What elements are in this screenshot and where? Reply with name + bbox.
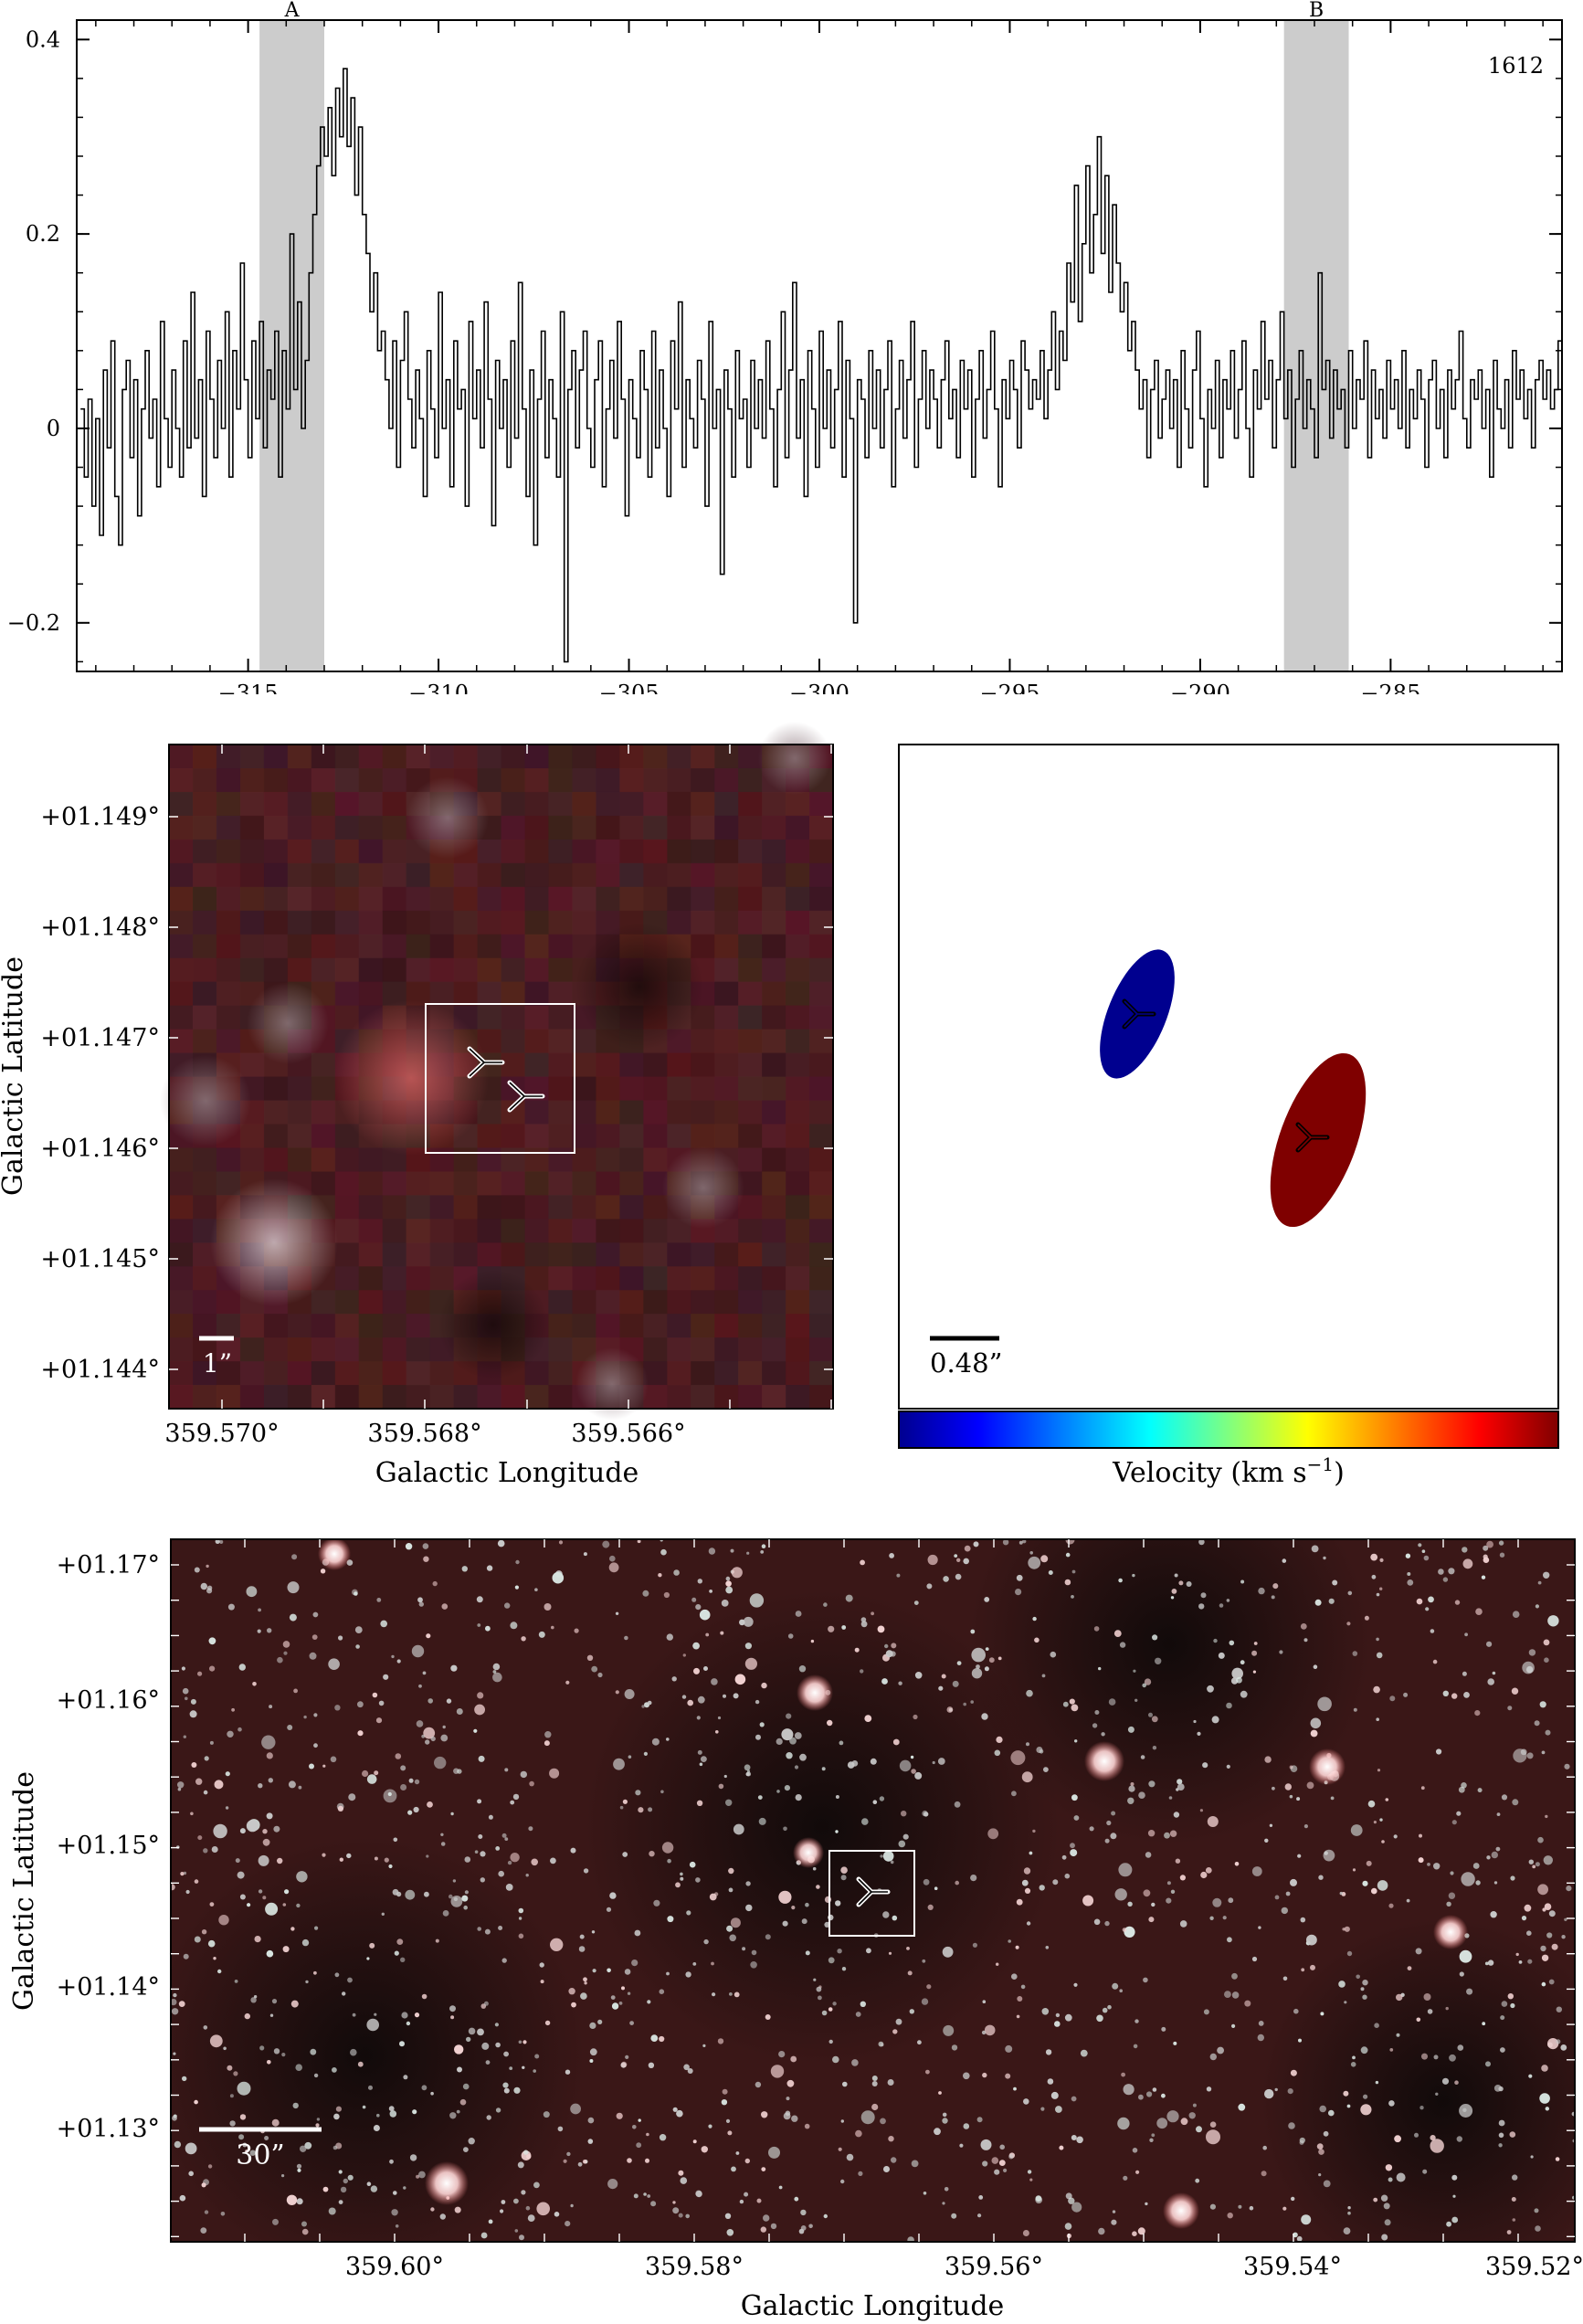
x-tick-label: −300 [789, 681, 850, 694]
highlight-region-a [259, 20, 324, 671]
zoom-ylabel: Galactic Latitude [0, 956, 29, 1196]
x-tick-label: 359.60° [345, 2253, 444, 2281]
zoom-image [160, 722, 834, 1421]
x-tick-label: 359.56° [945, 2253, 1043, 2281]
wide-image [171, 1539, 1575, 2242]
y-tick-label: 0.2 [26, 221, 60, 247]
y-tick-label: +01.149° [40, 803, 160, 831]
maser-marker-icon [1297, 1124, 1327, 1151]
zoom-x-tick-labels: 359.570° 359.568° 359.566° [164, 1420, 685, 1448]
x-tick-label: 359.58° [645, 2253, 744, 2281]
region-label: B [1309, 0, 1324, 22]
y-tick-label: +01.17° [57, 1551, 160, 1579]
wide-ylabel: Galactic Latitude [8, 1771, 40, 2011]
highlight-regions [259, 20, 1349, 671]
x-tick-label: −310 [408, 681, 469, 694]
x-tick-label: −285 [1360, 681, 1420, 694]
x-tick-label: 359.52° [1485, 2253, 1583, 2281]
spectrum-ticks: −315 −310 −305 −300 −295 −290 −285 −0.2 0 0.2 0.4 [7, 20, 1562, 694]
y-tick-label: +01.16° [57, 1686, 160, 1715]
y-tick-label: +01.13° [57, 2115, 160, 2143]
wide-x-tick-labels: 359.60° 359.58° 359.56° 359.54° 359.52° [345, 2253, 1583, 2281]
x-tick-label: 359.568° [367, 1420, 481, 1448]
y-tick-label: +01.147° [40, 1024, 160, 1052]
maser-marker-icon [858, 1878, 888, 1906]
y-tick-label: +01.144° [40, 1356, 160, 1384]
colorbar-label: Velocity (km s−1) [1112, 1453, 1345, 1489]
zoom-xlabel: Galactic Longitude [375, 1457, 639, 1489]
x-tick-label: −290 [1170, 681, 1230, 694]
zoom-target-box [425, 1003, 575, 1154]
x-tick-label: −295 [980, 681, 1040, 694]
y-tick-label: +01.148° [40, 914, 160, 942]
wide-y-tick-labels: +01.17° +01.16° +01.15° +01.14° +01.13° [57, 1551, 160, 2143]
wide-frame [170, 1538, 1576, 2243]
y-tick-label: +01.15° [57, 1832, 160, 1860]
highlight-region-b [1283, 20, 1349, 671]
maser-marker-icon [469, 1048, 502, 1077]
spectrum-label: 1612 [1488, 53, 1544, 79]
zoom-scalebar-label: 1” [203, 1348, 232, 1379]
zoom-y-tick-labels: +01.149° +01.148° +01.147° +01.146° +01.… [40, 803, 160, 1384]
y-tick-label: 0.4 [26, 26, 60, 52]
x-tick-label: −305 [599, 681, 660, 694]
x-tick-label: −315 [218, 681, 279, 694]
spectrum-chart: −315 −310 −305 −300 −295 −290 −285−0.200.20.4 … [7, 0, 1563, 694]
x-tick-label: 359.54° [1243, 2253, 1342, 2281]
wide-target-box [828, 1850, 915, 1937]
wide-xlabel: Galactic Longitude [741, 2290, 1005, 2322]
velocity-component-b [1270, 1052, 1367, 1228]
y-tick-label: −0.2 [7, 610, 60, 636]
velocity-frame [898, 744, 1559, 1410]
x-tick-label: 359.566° [571, 1420, 685, 1448]
y-tick-label: 0 [47, 416, 60, 441]
maser-marker-icon [1124, 1000, 1154, 1028]
velocity-panel: 0.48” Velocity (km s−1) [898, 744, 1559, 1489]
spectrum-line [80, 68, 1562, 663]
x-tick-label: 359.570° [164, 1420, 279, 1448]
zoom-frame [168, 744, 834, 1410]
region-label: A [284, 0, 301, 22]
velocity-scalebar-label: 0.48” [930, 1347, 1002, 1379]
zoom-panel: 1” +01.149° +01.148° +01.147° +01.146° +… [0, 722, 834, 1489]
y-tick-label: +01.145° [40, 1245, 160, 1273]
y-tick-label: +01.146° [40, 1135, 160, 1163]
velocity-colorbar [898, 1410, 1559, 1449]
maser-marker-icon [509, 1082, 543, 1111]
y-tick-label: +01.14° [57, 1973, 160, 2002]
wide-scalebar-label: 30” [236, 2139, 285, 2171]
